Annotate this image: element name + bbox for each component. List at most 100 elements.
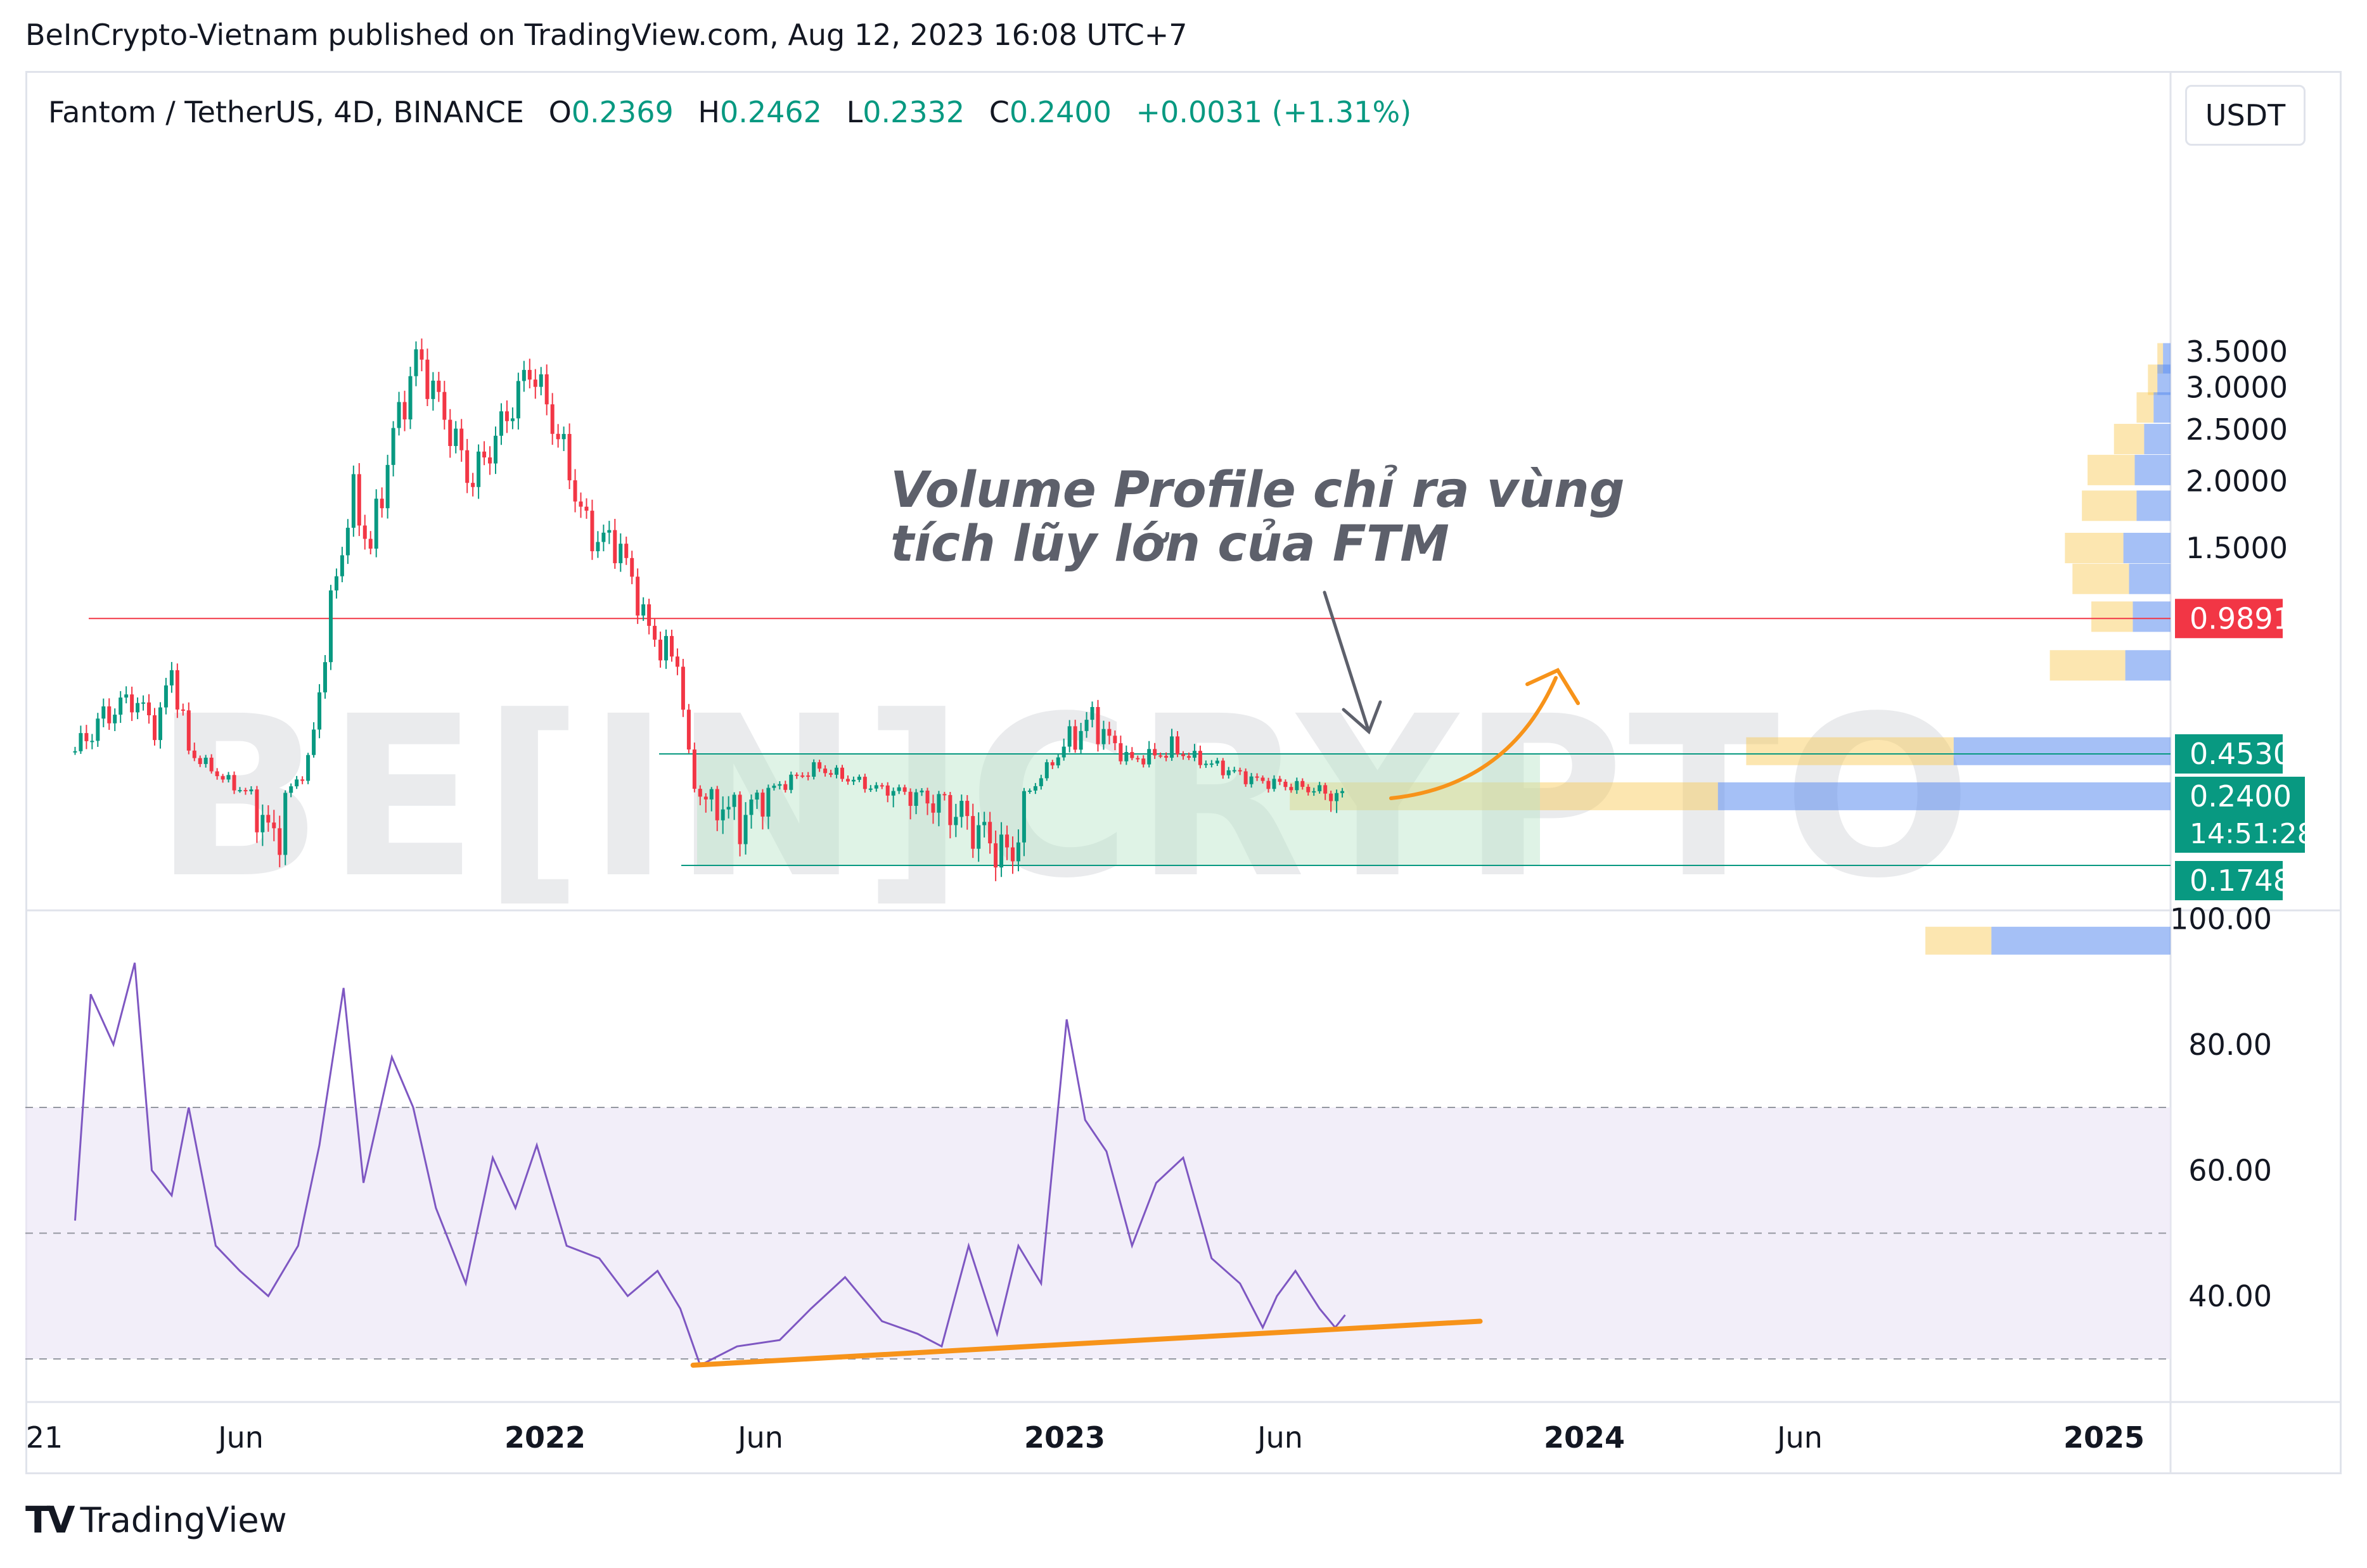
candle-body (1329, 793, 1333, 801)
price-label-text: 0.4530 (2190, 737, 2292, 771)
candle-body (1130, 752, 1134, 758)
candle-body (130, 694, 134, 713)
candle-body (510, 418, 515, 421)
candle-body (619, 544, 623, 563)
candle-body (527, 369, 532, 380)
candle-body (1181, 754, 1186, 756)
candle-body (414, 349, 418, 376)
candle-body (113, 715, 117, 723)
volume-profile-bar-up (1991, 926, 2171, 955)
symbol-legend: Fantom / TetherUS, 4D, BINANCE O0.2369 H… (48, 95, 1411, 129)
candle-countdown: 14:51:28 (2190, 818, 2315, 850)
candle-body (1090, 707, 1094, 720)
candle-body (504, 411, 509, 421)
candle-body (920, 790, 924, 793)
price-label-text: 0.9891 (2190, 601, 2292, 635)
candle-body (982, 822, 987, 825)
watermark: BE[IN]CRYPTO (154, 668, 1975, 927)
candle-body (522, 369, 526, 381)
candle-body (772, 786, 776, 788)
candle-body (999, 834, 1004, 868)
candle-body (1044, 762, 1049, 779)
candle-body (164, 685, 168, 708)
candle-body (226, 775, 231, 780)
open-label: O (548, 95, 572, 129)
candle-body (601, 532, 606, 542)
candle-body (1119, 743, 1123, 762)
candle-body (1306, 786, 1311, 793)
candle-body (743, 815, 748, 845)
candle-body (636, 577, 640, 616)
candle-body (653, 625, 657, 640)
footer: TV TradingView (25, 1498, 287, 1541)
candle-body (73, 751, 77, 753)
volume-profile-bar-down (2136, 392, 2154, 423)
candle-body (345, 528, 350, 556)
candle-body (914, 792, 918, 806)
volume-profile-bar-up (2136, 490, 2171, 521)
candle-body (942, 794, 947, 796)
price-label-text: 0.1748 (2190, 864, 2292, 898)
candle-body (437, 380, 441, 392)
candle-body (1136, 758, 1140, 760)
tradingview-logo-icon[interactable]: TV (25, 1498, 75, 1541)
candle-body (186, 710, 191, 751)
symbol-name[interactable]: Fantom / TetherUS, 4D, BINANCE (48, 95, 524, 129)
candle-body (391, 428, 395, 465)
candle-body (471, 483, 475, 487)
candle-body (931, 803, 935, 813)
candle-body (107, 706, 112, 723)
candle-body (1238, 770, 1242, 772)
candle-body (1272, 779, 1276, 789)
candle-body (1249, 776, 1254, 784)
candle-body (1050, 762, 1055, 766)
candle-body (295, 779, 299, 787)
candle-body (1192, 751, 1196, 758)
candle-body (101, 706, 106, 719)
candle-body (948, 794, 953, 825)
candle-body (840, 767, 844, 779)
candle-body (169, 670, 174, 685)
candle-body (1147, 749, 1151, 765)
candle-body (351, 474, 356, 528)
candle-body (1005, 834, 1010, 848)
volume-profile-bar-down (2049, 650, 2126, 681)
candle-body (1340, 791, 1345, 793)
candle-body (721, 809, 725, 820)
price-tick-label: 2.5000 (2186, 412, 2288, 447)
candle-body (845, 779, 850, 782)
candle-body (141, 702, 146, 704)
currency-button[interactable]: USDT (2185, 85, 2306, 146)
candle-body (749, 799, 754, 815)
breakout-arrow-icon (1389, 668, 1580, 800)
candle-body (203, 757, 208, 764)
candle-body (318, 692, 322, 730)
candle-body (306, 755, 311, 781)
candle-body (1084, 720, 1089, 731)
candle-body (726, 806, 731, 810)
candle-body (312, 729, 316, 755)
candle-body (795, 774, 799, 776)
candle-body (874, 785, 878, 789)
candle-body (1226, 770, 1231, 775)
candle-body (1221, 760, 1225, 775)
candle-body (1067, 726, 1072, 747)
candle-body (425, 359, 430, 399)
candle-body (420, 349, 424, 360)
candle-body (977, 825, 981, 849)
candle-body (408, 376, 413, 420)
candle-body (454, 428, 458, 447)
candle-body (1312, 791, 1316, 793)
candle-body (624, 544, 629, 558)
candle-body (488, 457, 492, 464)
candle-body (136, 703, 140, 713)
candle-body (1158, 755, 1163, 757)
candle-body (1027, 790, 1032, 792)
candle-body (959, 801, 964, 817)
footer-brand[interactable]: TradingView (80, 1500, 287, 1540)
price-tick-label: 3.5000 (2186, 335, 2288, 369)
candle-body (868, 788, 873, 790)
candle-body (590, 511, 594, 552)
candle-body (686, 710, 691, 750)
